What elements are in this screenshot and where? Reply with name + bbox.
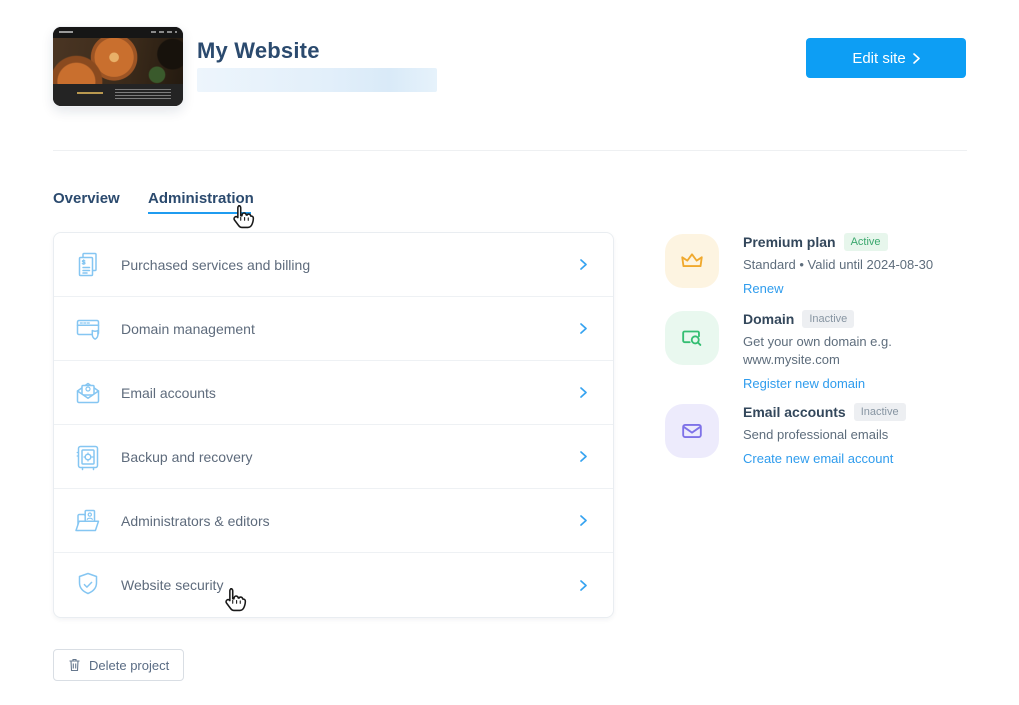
edit-site-label: Edit site: [852, 49, 906, 67]
menu-item-website-security[interactable]: Website security: [54, 553, 613, 617]
menu-item-purchased-services[interactable]: Purchased services and billing: [54, 233, 613, 297]
status-title: Domain: [743, 311, 795, 327]
status-title: Premium plan: [743, 234, 836, 250]
menu-item-label: Email accounts: [121, 384, 216, 401]
url-loading-skeleton: [197, 68, 437, 92]
chevron-right-icon: [579, 450, 588, 463]
status-badge: Inactive: [802, 310, 855, 328]
administrators-folder-icon: [73, 506, 103, 536]
billing-invoice-icon: [73, 250, 103, 280]
page-title: My Website: [197, 38, 320, 63]
mail-icon: [665, 404, 719, 458]
thumbnail-footer: [53, 84, 183, 106]
status-badge: Active: [843, 233, 888, 251]
register-domain-link[interactable]: Register new domain: [743, 376, 866, 391]
site-thumbnail[interactable]: [53, 27, 183, 106]
menu-item-email-accounts[interactable]: Email accounts: [54, 361, 613, 425]
domain-search-icon: [665, 311, 719, 365]
administration-menu-card: Purchased services and billing Domain ma…: [53, 232, 614, 618]
chevron-right-icon: [579, 579, 588, 592]
edit-site-button[interactable]: Edit site: [806, 38, 966, 78]
active-tab-underline: [148, 212, 251, 214]
premium-plan-item: Premium plan Active Standard • Valid unt…: [665, 233, 934, 298]
delete-project-button[interactable]: Delete project: [53, 649, 185, 681]
chevron-right-icon: [912, 52, 920, 64]
tab-overview[interactable]: Overview: [53, 190, 120, 207]
status-title: Email accounts: [743, 404, 846, 420]
chevron-right-icon: [579, 322, 588, 335]
menu-item-label: Backup and recovery: [121, 448, 253, 465]
premium-plan-content: Premium plan Active Standard • Valid unt…: [743, 233, 934, 298]
tab-administration[interactable]: Administration: [148, 190, 254, 207]
menu-item-label: Domain management: [121, 320, 255, 337]
domain-content: Domain Inactive Get your own domain e.g.…: [743, 310, 958, 393]
delete-project-label: Delete project: [89, 657, 170, 673]
chevron-right-icon: [579, 386, 588, 399]
thumbnail-hero-image: [53, 38, 183, 84]
email-accounts-content: Email accounts Inactive Send professiona…: [743, 403, 906, 468]
status-description: Send professional emails: [743, 427, 889, 442]
backup-safe-icon: [73, 442, 103, 472]
email-accounts-item: Email accounts Inactive Send professiona…: [665, 403, 906, 468]
chevron-right-icon: [579, 258, 588, 271]
menu-item-label: Purchased services and billing: [121, 256, 311, 273]
menu-item-label: Website security: [121, 577, 224, 593]
status-badge: Inactive: [853, 403, 906, 421]
menu-item-administrators-editors[interactable]: Administrators & editors: [54, 489, 613, 553]
create-email-link[interactable]: Create new email account: [743, 451, 894, 466]
status-description: Standard • Valid until 2024-08-30: [743, 257, 934, 272]
security-shield-icon: [73, 570, 103, 600]
menu-item-label: Administrators & editors: [121, 512, 270, 529]
renew-link[interactable]: Renew: [743, 281, 784, 296]
menu-item-domain-management[interactable]: Domain management: [54, 297, 613, 361]
email-envelope-icon: [73, 378, 103, 408]
crown-icon: [665, 234, 719, 288]
menu-item-backup-recovery[interactable]: Backup and recovery: [54, 425, 613, 489]
status-description: Get your own domain e.g. www.mysite.com: [743, 334, 892, 367]
chevron-right-icon: [579, 514, 588, 527]
domain-item: Domain Inactive Get your own domain e.g.…: [665, 310, 958, 393]
trash-icon: [68, 658, 81, 672]
thumbnail-navbar: [53, 27, 183, 38]
domain-shield-icon: [73, 314, 103, 344]
header-divider: [53, 150, 967, 151]
